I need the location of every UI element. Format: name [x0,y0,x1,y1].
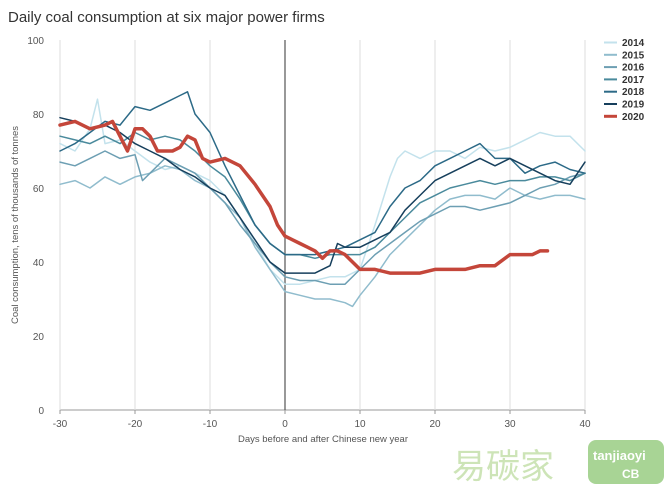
x-tick-label: 30 [504,419,516,430]
x-tick-label: 40 [579,419,591,430]
legend-label-2018: 2018 [622,87,645,98]
y-tick-label: 60 [33,184,45,195]
watermark-logo-en: tanjiaoyi [593,448,646,463]
y-axis-label: Coal consumption, tens of thousands of t… [10,126,21,324]
x-tick-label: 20 [429,419,441,430]
legend-label-2017: 2017 [622,75,645,86]
y-tick-label: 0 [38,406,44,417]
x-axis-label: Days before and after Chinese new year [238,434,408,445]
chart-title: Daily coal consumption at six major powe… [8,9,325,26]
x-tick-label: -20 [128,419,143,430]
y-tick-label: 100 [27,36,44,47]
legend-label-2014: 2014 [622,38,645,49]
series-lines [58,91,586,308]
legend-label-2015: 2015 [622,50,645,61]
x-tick-label: 0 [282,419,288,430]
watermark-badge: CB [622,467,640,481]
x-tick-label: -30 [53,419,68,430]
series-line-2018 [59,91,586,256]
watermark: 易碳家 tanjiaoyi CB [452,440,664,487]
x-tick-label: 10 [354,419,366,430]
y-tick-label: 20 [33,332,45,343]
legend-label-2019: 2019 [622,100,645,111]
legend-label-2016: 2016 [622,63,645,74]
x-tick-labels: -30 -20 -10 0 10 20 30 40 [53,419,591,430]
watermark-logo-cn: 易碳家 [452,447,554,487]
y-tick-labels: 0 20 40 60 80 100 [27,36,44,417]
grid [59,40,586,414]
x-tick-label: -10 [203,419,218,430]
series-line-2016 [59,150,586,285]
watermark-badge-bg [588,440,664,484]
legend-label-2020: 2020 [622,112,645,123]
series-line-2019 [59,116,586,274]
y-tick-label: 80 [33,110,45,121]
series-line-2017 [59,131,586,260]
series-line-2015 [59,165,586,308]
series-line-2014 [59,98,586,285]
y-tick-label: 40 [33,258,45,269]
series-line-2020 [58,119,550,275]
